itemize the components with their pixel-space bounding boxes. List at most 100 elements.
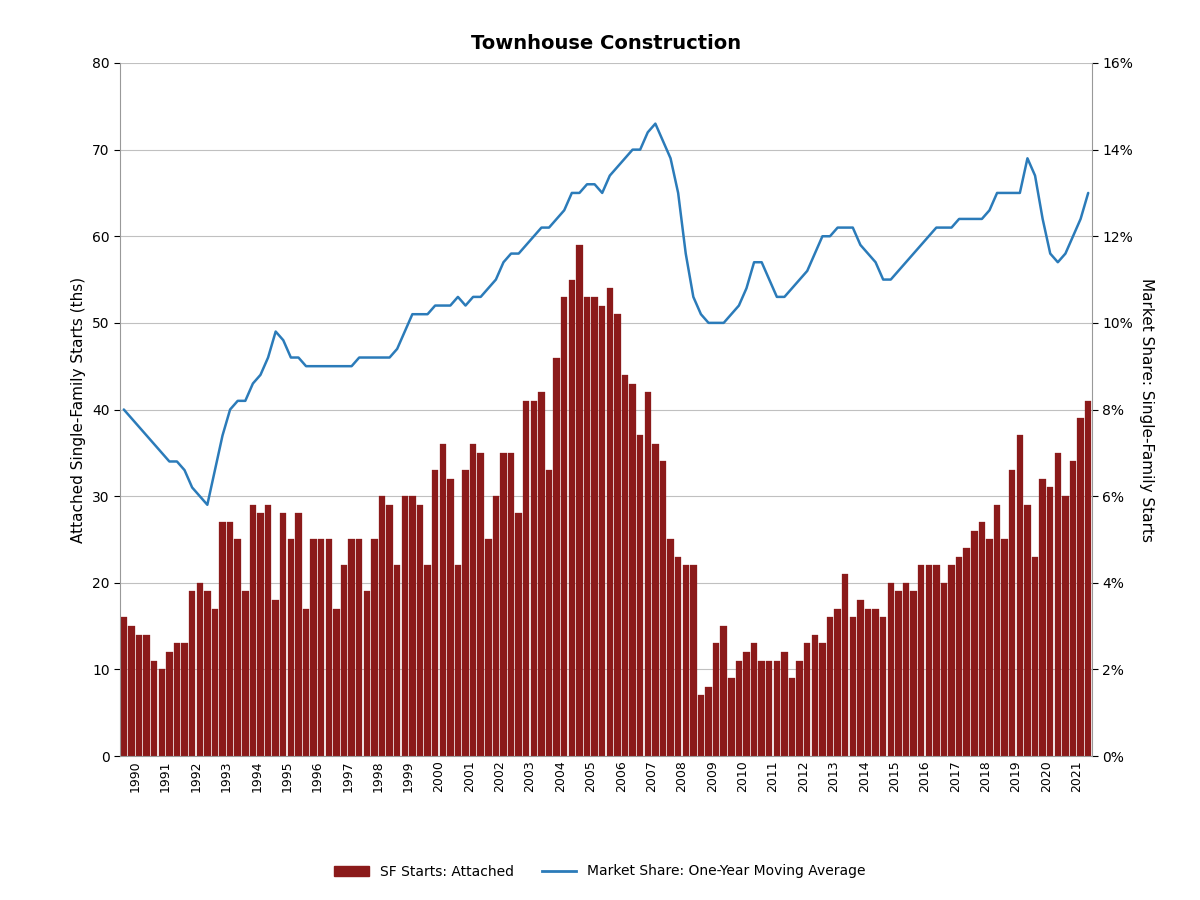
Bar (356, 539, 362, 756)
Bar (386, 505, 392, 756)
Bar (1078, 418, 1084, 756)
Bar (857, 600, 864, 756)
Bar (188, 591, 196, 756)
Bar (865, 608, 871, 756)
Bar (1016, 436, 1024, 756)
Bar (872, 608, 878, 756)
Bar (227, 522, 233, 756)
Bar (979, 522, 985, 756)
Bar (713, 644, 719, 756)
Bar (318, 539, 324, 756)
Bar (674, 557, 682, 756)
Bar (1032, 557, 1038, 756)
Bar (1055, 453, 1061, 756)
Bar (530, 400, 538, 756)
Bar (539, 392, 545, 756)
Bar (1039, 479, 1046, 756)
Bar (706, 687, 712, 756)
Bar (964, 548, 970, 756)
Bar (667, 539, 673, 756)
Bar (1025, 505, 1031, 756)
Bar (797, 661, 803, 756)
Bar (948, 565, 955, 756)
Bar (478, 453, 484, 756)
Y-axis label: Market Share: Single-Family Starts: Market Share: Single-Family Starts (1139, 277, 1154, 542)
Bar (158, 670, 164, 756)
Bar (888, 583, 894, 756)
Bar (546, 470, 552, 756)
Bar (683, 565, 689, 756)
Bar (448, 479, 454, 756)
Bar (569, 280, 575, 756)
Bar (120, 617, 127, 756)
Bar (1009, 470, 1015, 756)
Bar (166, 652, 173, 756)
Bar (895, 591, 901, 756)
Bar (652, 444, 659, 756)
Bar (629, 383, 636, 756)
Bar (850, 617, 856, 756)
Bar (660, 462, 666, 756)
Bar (197, 583, 203, 756)
Bar (181, 644, 187, 756)
Bar (425, 565, 431, 756)
Bar (280, 513, 287, 756)
Bar (371, 539, 378, 756)
Bar (614, 314, 620, 756)
Bar (174, 644, 180, 756)
Bar (143, 634, 150, 756)
Bar (637, 436, 643, 756)
Bar (606, 288, 613, 756)
Bar (432, 470, 438, 756)
Bar (416, 505, 424, 756)
Bar (911, 591, 917, 756)
Bar (295, 513, 301, 756)
Bar (562, 297, 568, 756)
Bar (439, 444, 446, 756)
Bar (523, 400, 529, 756)
Bar (265, 505, 271, 756)
Bar (592, 297, 598, 756)
Bar (409, 496, 415, 756)
Bar (941, 583, 947, 756)
Bar (302, 608, 310, 756)
Bar (128, 626, 134, 756)
Bar (820, 644, 826, 756)
Bar (1085, 400, 1092, 756)
Bar (880, 617, 887, 756)
Bar (751, 644, 757, 756)
Bar (364, 591, 370, 756)
Bar (272, 600, 278, 756)
Bar (690, 565, 696, 756)
Bar (402, 496, 408, 756)
Bar (1002, 539, 1008, 756)
Bar (311, 539, 317, 756)
Bar (211, 608, 218, 756)
Bar (288, 539, 294, 756)
Bar (971, 531, 978, 756)
Bar (1048, 488, 1054, 756)
Bar (599, 305, 606, 756)
Bar (250, 505, 256, 756)
Bar (622, 374, 629, 756)
Bar (644, 392, 650, 756)
Bar (758, 661, 764, 756)
Legend: SF Starts: Attached, Market Share: One-Year Moving Average: SF Starts: Attached, Market Share: One-Y… (329, 859, 871, 884)
Bar (986, 539, 992, 756)
Bar (697, 696, 704, 756)
Y-axis label: Attached Single-Family Starts (ths): Attached Single-Family Starts (ths) (72, 276, 86, 543)
Bar (341, 565, 347, 756)
Bar (493, 496, 499, 756)
Bar (804, 644, 810, 756)
Bar (508, 453, 515, 756)
Bar (720, 626, 727, 756)
Bar (576, 245, 583, 756)
Bar (766, 661, 773, 756)
Bar (728, 678, 734, 756)
Bar (934, 565, 940, 756)
Bar (470, 444, 476, 756)
Bar (842, 574, 848, 756)
Bar (902, 583, 910, 756)
Bar (394, 565, 401, 756)
Bar (455, 565, 461, 756)
